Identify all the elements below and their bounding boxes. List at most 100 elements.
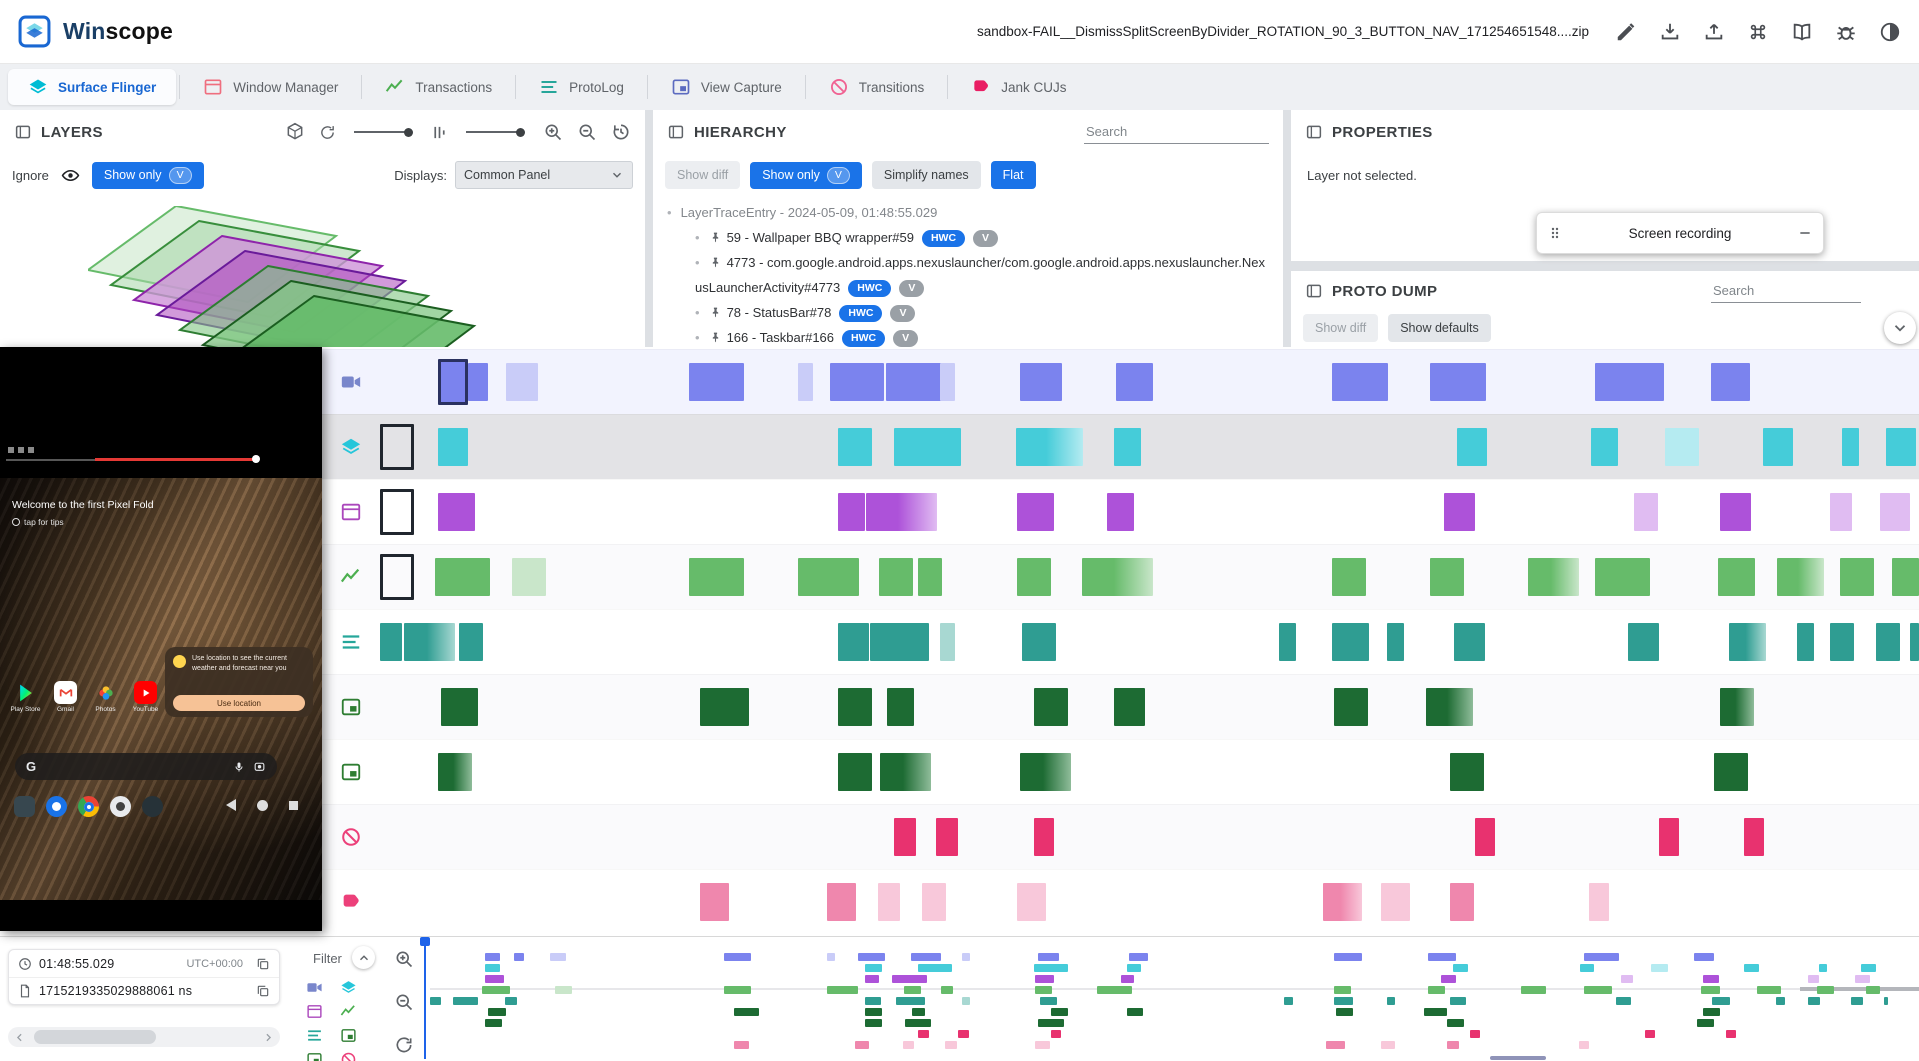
- screen-recording-trace-entry[interactable]: [830, 363, 884, 401]
- protolog-trace-entry[interactable]: [870, 623, 929, 661]
- tree-node[interactable]: • 4773 - com.google.android.apps.nexuslau…: [667, 250, 1269, 300]
- video-progress-handle[interactable]: [252, 455, 260, 463]
- transitions-trace-entry[interactable]: [894, 818, 916, 856]
- report-bug-icon[interactable]: [1835, 21, 1857, 43]
- visibility-eye-icon[interactable]: [61, 166, 80, 185]
- window-manager-trace-entry[interactable]: [1634, 493, 1658, 531]
- screen-recording-trace-entry[interactable]: [798, 363, 813, 401]
- transactions-trace-entry[interactable]: [512, 558, 546, 596]
- surface-flinger-trace-entry[interactable]: [1842, 428, 1859, 466]
- surface-flinger-trace-entry[interactable]: [1665, 428, 1699, 466]
- screen-recording-trace-entry[interactable]: [1430, 363, 1486, 401]
- timeline-cursor[interactable]: [424, 939, 426, 1059]
- pin-icon[interactable]: [709, 231, 722, 244]
- messages-icon[interactable]: [46, 796, 67, 817]
- view-capture-taskbar-trace-entry[interactable]: [1034, 688, 1068, 726]
- transactions-trace-entry[interactable]: [1595, 558, 1650, 596]
- protolog-trace-entry[interactable]: [1729, 623, 1766, 661]
- transactions-trace-entry[interactable]: [1718, 558, 1755, 596]
- protolog-trace-entry[interactable]: [1628, 623, 1659, 661]
- screen-recording-trace-entry[interactable]: [438, 359, 468, 405]
- screen-recording-trace-entry[interactable]: [689, 363, 744, 401]
- tree-root-node[interactable]: • LayerTraceEntry - 2024-05-09, 01:48:55.…: [667, 200, 1269, 225]
- copy-icon[interactable]: [256, 957, 270, 971]
- view-capture-launcher-trace-entry[interactable]: [838, 753, 872, 791]
- tab-transactions[interactable]: Transactions: [365, 69, 512, 105]
- chart-filter-toggle[interactable]: [340, 1003, 364, 1020]
- jank-cujs-trace-entry[interactable]: [1381, 883, 1410, 921]
- screen-recording-window-titlebar[interactable]: Screen recording: [1536, 212, 1824, 254]
- app-photos[interactable]: Photos: [90, 681, 121, 713]
- chrome-icon[interactable]: [78, 796, 99, 817]
- tab-transitions[interactable]: Transitions: [809, 69, 945, 105]
- protolog-trace-entry[interactable]: [1022, 623, 1056, 661]
- dark-mode-icon[interactable]: [1879, 21, 1901, 43]
- use-location-button[interactable]: Use location: [173, 695, 305, 711]
- camera-icon[interactable]: [110, 796, 131, 817]
- transactions-trace-entry[interactable]: [1332, 558, 1366, 596]
- transactions-trace-entry[interactable]: [1892, 558, 1919, 596]
- screen-recording-trace-entry[interactable]: [506, 363, 538, 401]
- screen-recording-trace-entry[interactable]: [1020, 363, 1062, 401]
- home-button-icon[interactable]: [257, 799, 268, 811]
- pin-icon[interactable]: [709, 331, 722, 344]
- shortcuts-icon[interactable]: [1747, 21, 1769, 43]
- jank-cujs-trace-entry[interactable]: [827, 883, 856, 921]
- transitions-trace-entry[interactable]: [1475, 818, 1495, 856]
- tab-view-capture[interactable]: View Capture: [651, 69, 802, 105]
- scroll-right-icon[interactable]: [262, 1031, 275, 1044]
- edit-icon[interactable]: [1615, 21, 1637, 43]
- protolog-trace-entry[interactable]: [838, 623, 869, 661]
- transactions-trace-entry[interactable]: [689, 558, 744, 596]
- window-manager-trace-entry[interactable]: [1017, 493, 1054, 531]
- transactions-trace-entry[interactable]: [380, 554, 414, 600]
- screen-recording-trace-entry[interactable]: [468, 363, 488, 401]
- back-button-icon[interactable]: [226, 799, 236, 811]
- view-capture-launcher-trace-entry[interactable]: [1714, 753, 1748, 791]
- jank-cujs-trace-entry[interactable]: [1017, 883, 1046, 921]
- protolog-trace-entry[interactable]: [1910, 623, 1919, 661]
- transactions-trace-entry[interactable]: [1840, 558, 1874, 596]
- surface-flinger-trace-entry[interactable]: [1886, 428, 1916, 466]
- protolog-trace-entry[interactable]: [404, 623, 455, 661]
- rotation-slider[interactable]: [354, 127, 413, 137]
- tree-node[interactable]: • 166 - Taskbar#166 HWC V: [667, 325, 1269, 347]
- screen-recording-trace-entry[interactable]: [1332, 363, 1388, 401]
- tab-jank-cujs[interactable]: Jank CUJs: [951, 69, 1086, 105]
- rows-horizontal-scrollbar[interactable]: [1490, 1056, 1546, 1060]
- screen-recording-trace-entry[interactable]: [886, 363, 947, 401]
- protolog-trace-entry[interactable]: [459, 623, 483, 661]
- view-capture-taskbar-trace-entry[interactable]: [887, 688, 914, 726]
- transitions-trace-entry[interactable]: [1034, 818, 1054, 856]
- viewcapture-filter-toggle[interactable]: [340, 1027, 364, 1044]
- proto-search-input[interactable]: [1711, 279, 1861, 303]
- simplify-names-button[interactable]: Simplify names: [871, 161, 981, 189]
- google-search-bar[interactable]: G: [15, 753, 277, 780]
- view-capture-launcher-trace-entry[interactable]: [1020, 753, 1071, 791]
- documentation-icon[interactable]: [1791, 21, 1813, 43]
- window-manager-trace-entry[interactable]: [438, 493, 475, 531]
- lens-icon[interactable]: [253, 760, 266, 773]
- view-capture-taskbar-trace-entry[interactable]: [700, 688, 749, 726]
- jank-cujs-trace-entry[interactable]: [1450, 883, 1474, 921]
- protolog-trace-entry[interactable]: [1279, 623, 1296, 661]
- window-manager-trace-entry[interactable]: [1444, 493, 1475, 531]
- screen-recording-preview[interactable]: Welcome to the first Pixel Fold tap for …: [0, 347, 322, 931]
- transactions-trace-entry[interactable]: [1430, 558, 1464, 596]
- layers-3d-canvas[interactable]: [0, 198, 645, 347]
- view-capture-taskbar-trace-entry[interactable]: [1114, 688, 1145, 726]
- download-icon[interactable]: [1659, 21, 1681, 43]
- screen-recording-trace-entry[interactable]: [940, 363, 955, 401]
- window-manager-trace-entry[interactable]: [1830, 493, 1852, 531]
- transitions-trace-entry[interactable]: [936, 818, 958, 856]
- tree-node[interactable]: • 59 - Wallpaper BBQ wrapper#59 HWC V: [667, 225, 1269, 250]
- minimize-icon[interactable]: [1797, 225, 1813, 241]
- zoom-in-icon[interactable]: [543, 122, 563, 142]
- window-manager-trace-entry[interactable]: [380, 489, 414, 535]
- transactions-trace-entry[interactable]: [1528, 558, 1579, 596]
- window-manager-trace-entry[interactable]: [1107, 493, 1134, 531]
- view-capture-taskbar-trace-entry[interactable]: [1720, 688, 1754, 726]
- zoom-out-icon[interactable]: [394, 992, 414, 1012]
- transactions-trace-entry[interactable]: [1017, 558, 1051, 596]
- transactions-trace-entry[interactable]: [918, 558, 942, 596]
